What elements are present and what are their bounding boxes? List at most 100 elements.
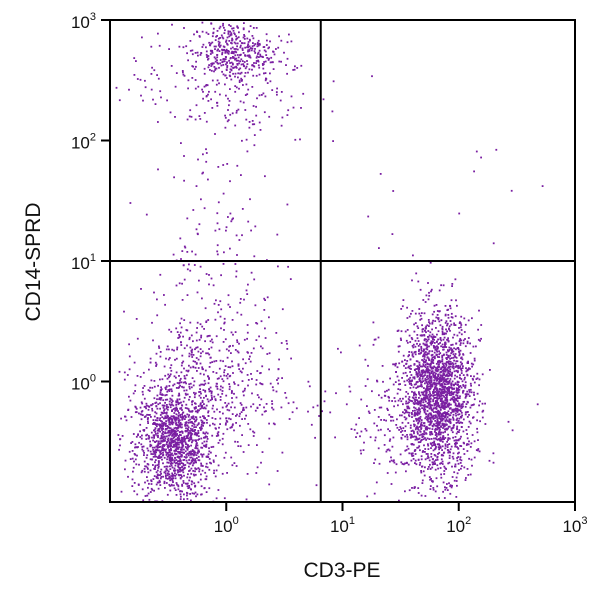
data-point: [426, 353, 428, 356]
data-point: [181, 431, 184, 433]
data-point: [217, 393, 220, 396]
data-point: [160, 452, 163, 455]
data-point: [178, 45, 181, 48]
data-point: [235, 234, 238, 237]
data-point: [423, 312, 426, 315]
data-point: [169, 423, 171, 426]
data-point: [162, 412, 165, 415]
data-point: [477, 448, 480, 450]
data-point: [183, 437, 186, 440]
data-point: [199, 403, 202, 406]
data-point: [408, 379, 411, 382]
data-point: [428, 390, 431, 393]
data-point: [154, 411, 157, 414]
data-point: [216, 79, 219, 82]
data-point: [219, 46, 221, 48]
data-point: [447, 367, 449, 369]
data-point: [156, 398, 158, 401]
data-point: [165, 474, 167, 477]
data-point: [159, 417, 161, 420]
data-point: [184, 464, 187, 466]
data-point: [156, 429, 159, 432]
data-point: [173, 412, 176, 414]
data-point: [453, 400, 455, 403]
data-point: [234, 349, 237, 351]
data-point: [163, 365, 166, 368]
data-point: [159, 398, 162, 401]
data-point: [168, 451, 171, 454]
data-point: [140, 437, 143, 440]
data-point: [444, 394, 447, 396]
data-point: [265, 33, 268, 36]
data-point: [450, 312, 453, 315]
data-point: [448, 366, 451, 369]
data-point: [360, 430, 363, 433]
data-point: [441, 417, 444, 420]
data-point: [195, 228, 198, 231]
data-point: [428, 402, 431, 404]
data-point: [223, 317, 226, 320]
data-point: [441, 397, 443, 400]
data-point: [175, 413, 178, 416]
data-point: [468, 367, 470, 370]
data-point: [177, 337, 180, 339]
data-point: [433, 460, 436, 463]
data-point: [286, 203, 289, 206]
data-point: [190, 431, 192, 434]
data-point: [418, 407, 420, 410]
data-point: [457, 364, 460, 367]
data-point: [364, 358, 367, 361]
data-point: [484, 402, 486, 405]
data-point: [436, 378, 439, 381]
data-point: [448, 386, 450, 388]
data-point: [449, 307, 452, 310]
data-point: [179, 458, 182, 461]
data-point: [411, 390, 413, 393]
data-point: [455, 480, 458, 482]
data-point: [192, 415, 195, 418]
data-point: [405, 402, 407, 405]
data-point: [210, 69, 213, 72]
data-point: [185, 393, 187, 396]
data-point: [212, 62, 215, 65]
data-point: [462, 353, 465, 356]
data-point: [459, 395, 461, 398]
data-point: [177, 451, 180, 453]
data-point: [154, 468, 156, 470]
data-point: [164, 449, 167, 452]
data-point: [422, 408, 425, 411]
data-point: [446, 383, 449, 385]
data-point: [268, 57, 270, 60]
data-point: [186, 294, 189, 296]
data-point: [242, 407, 245, 410]
data-point: [226, 356, 229, 359]
data-point: [461, 367, 464, 369]
data-point: [196, 370, 198, 372]
data-point: [154, 464, 157, 467]
data-point: [222, 164, 225, 166]
data-point: [175, 445, 178, 448]
data-point: [256, 55, 259, 58]
data-point: [444, 488, 447, 491]
data-point: [190, 453, 192, 456]
data-point: [244, 72, 247, 74]
data-point: [173, 436, 175, 439]
data-point: [163, 482, 166, 485]
data-point: [187, 452, 190, 455]
data-point: [245, 65, 248, 68]
data-point: [205, 352, 207, 355]
data-point: [205, 321, 208, 323]
data-point: [441, 405, 444, 408]
data-point: [184, 381, 187, 383]
data-point: [263, 61, 265, 63]
data-point: [193, 482, 196, 485]
data-point: [432, 444, 435, 446]
data-point: [426, 339, 429, 342]
data-point: [457, 348, 460, 351]
data-point: [441, 440, 444, 443]
data-point: [147, 471, 150, 474]
data-point: [240, 58, 243, 61]
data-point: [181, 490, 183, 493]
data-point: [157, 465, 160, 468]
